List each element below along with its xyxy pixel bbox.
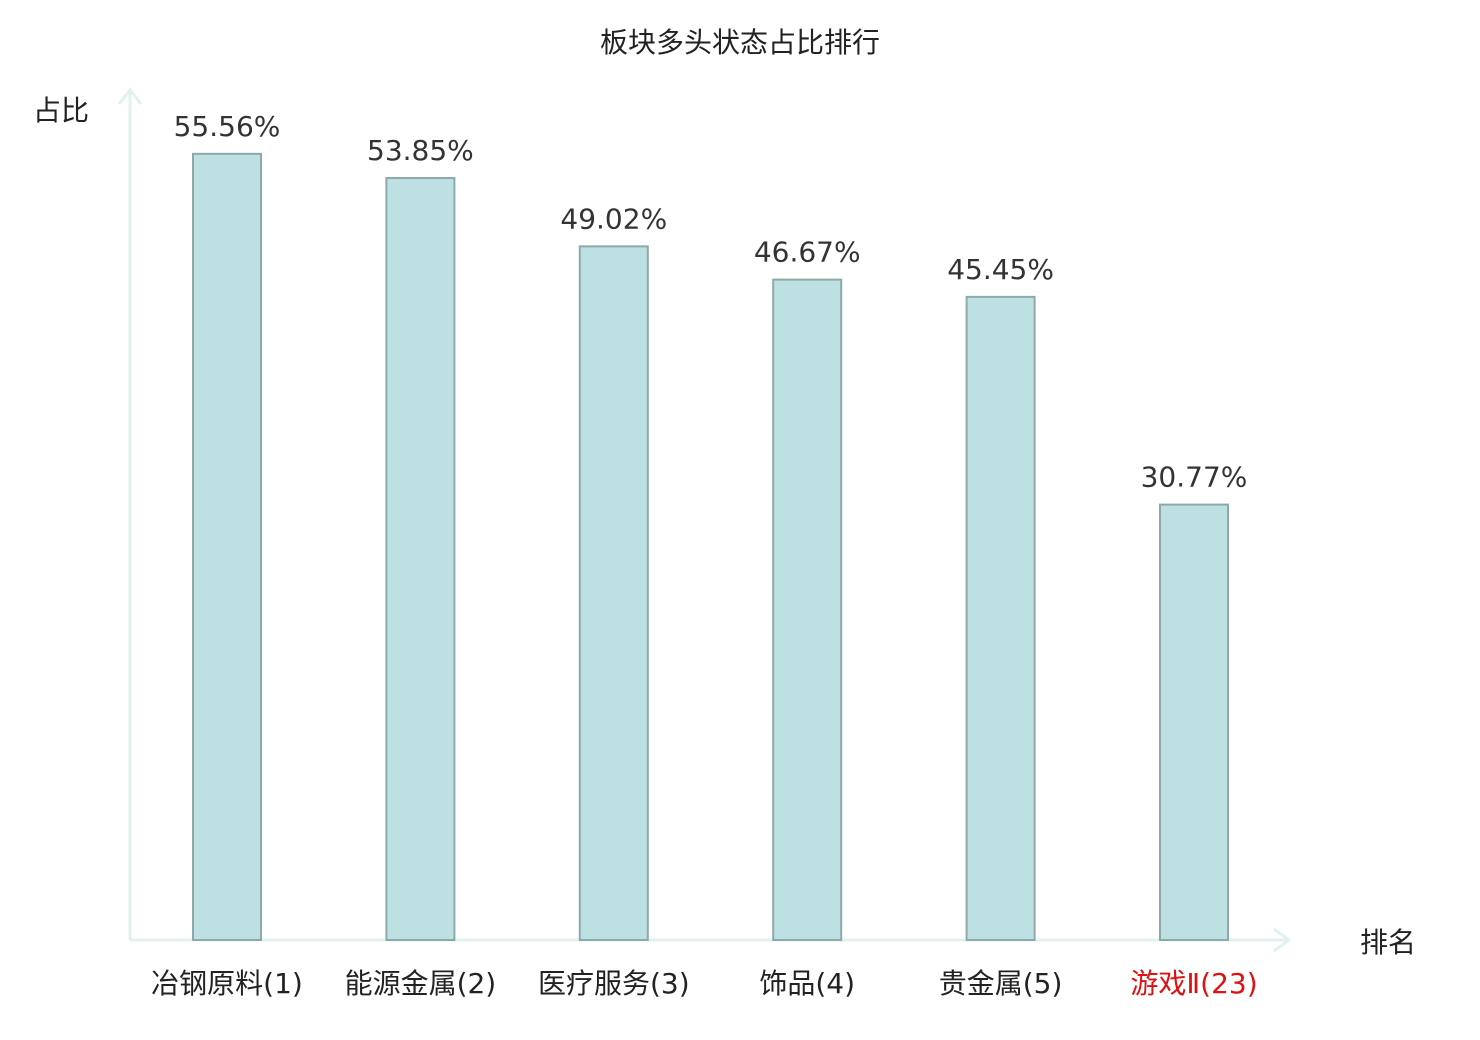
value-labels: 55.56% 53.85% 49.02% 46.67% 45.45% 30.77% <box>174 110 1248 494</box>
bars <box>192 152 1229 942</box>
y-axis-arrow <box>117 87 143 105</box>
value-label: 46.67% <box>754 236 861 269</box>
category-label: 能源金属(2) <box>345 967 497 1000</box>
value-label: 53.85% <box>367 134 474 167</box>
bar <box>772 278 843 941</box>
bar <box>192 152 262 942</box>
bar <box>578 245 649 941</box>
category-label: 游戏Ⅱ(23) <box>1130 967 1257 1000</box>
category-label: 贵金属(5) <box>939 967 1063 1000</box>
bar <box>1159 503 1229 941</box>
value-label: 45.45% <box>947 253 1054 286</box>
value-label: 55.56% <box>174 110 281 143</box>
chart-title: 板块多头状态占比排行 <box>600 26 880 59</box>
category-label: 饰品(4) <box>759 967 855 1000</box>
value-label: 49.02% <box>560 202 667 235</box>
category-labels: 冶钢原料(1) 能源金属(2) 医疗服务(3) 饰品(4) 贵金属(5) 游戏Ⅱ(23) <box>151 967 1257 1000</box>
category-label: 医疗服务(3) <box>538 967 690 1000</box>
bar <box>385 177 456 941</box>
bar <box>965 295 1036 941</box>
x-axis-label: 排名 <box>1360 926 1416 959</box>
value-label: 30.77% <box>1141 461 1248 494</box>
y-axis-label: 占比 <box>33 94 89 127</box>
x-axis-arrow <box>1273 927 1292 953</box>
axes <box>117 87 1292 953</box>
category-label: 冶钢原料(1) <box>151 967 303 1000</box>
